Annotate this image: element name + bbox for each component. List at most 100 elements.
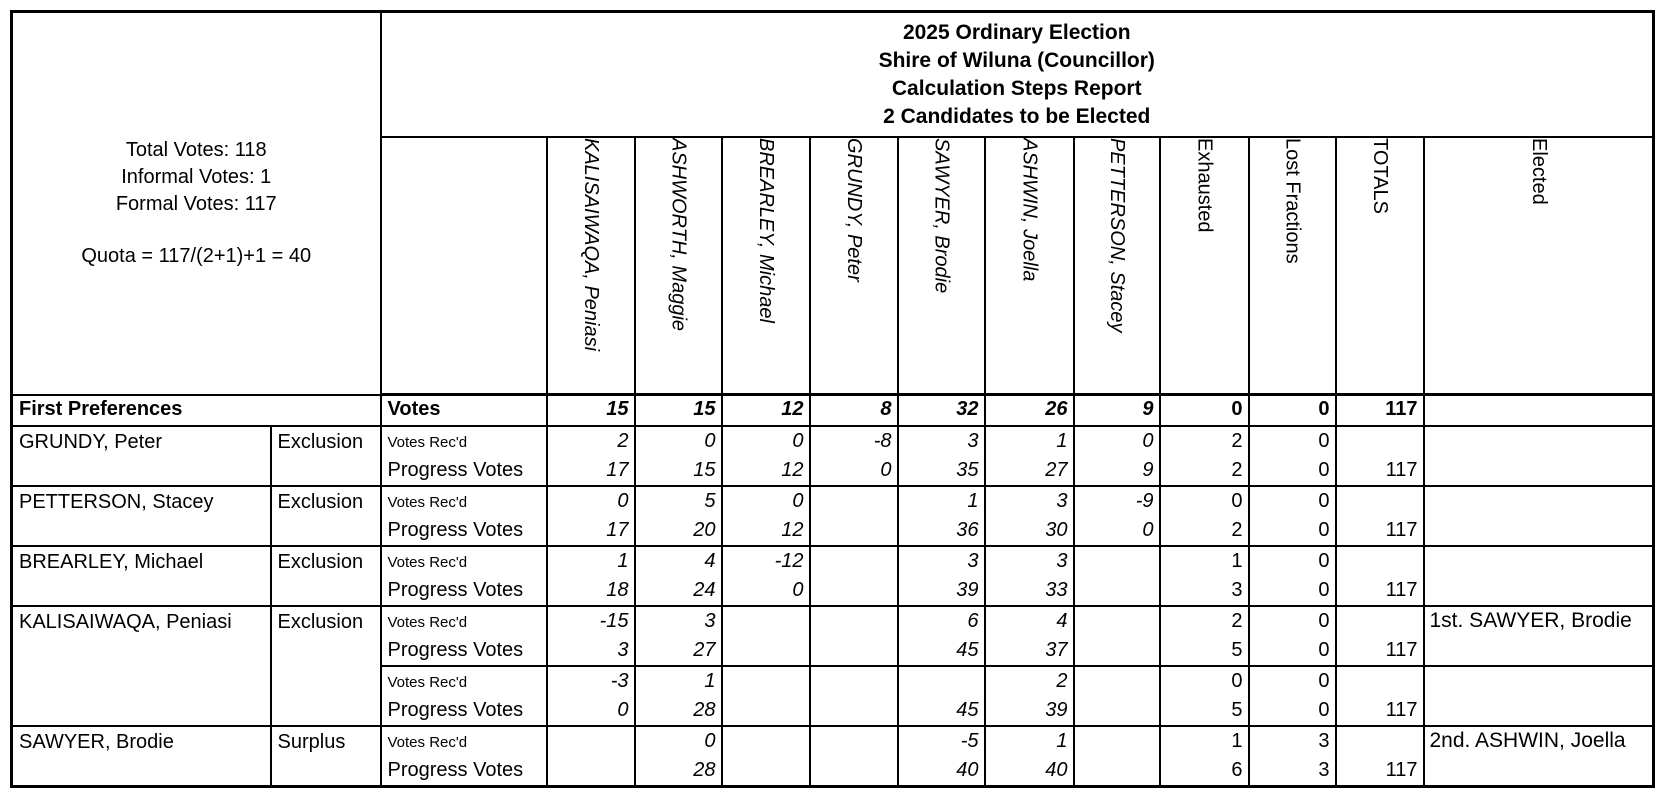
vote-cell xyxy=(808,545,899,607)
vote-cell: -12 0 xyxy=(720,545,811,607)
row-label-cell: Votes Rec'd Progress Votes xyxy=(379,665,548,727)
candidate-header-label: ASHWIN, Joella xyxy=(1018,137,1041,281)
step-row: SAWYER, Brodie Surplus Votes Rec'd Progr… xyxy=(10,725,1655,788)
title-line-report: Calculation Steps Report xyxy=(891,77,1142,100)
vote-cell: 2 17 xyxy=(545,425,636,487)
vote-cell: 1 40 xyxy=(983,725,1075,788)
first-preferences-row: First Preferences Votes 15 15 12 8 32 26… xyxy=(10,393,1655,427)
vote-cell xyxy=(1072,665,1161,727)
votes-label: Votes xyxy=(379,393,548,427)
vote-cell: 8 xyxy=(808,393,899,427)
vote-cell: 6 45 xyxy=(896,605,986,667)
votes-recd-label: Votes Rec'd xyxy=(387,734,468,751)
vote-cell xyxy=(545,725,636,788)
progress-votes-label: Progress Votes xyxy=(387,639,524,661)
vote-cell: 1 36 xyxy=(896,485,986,547)
vote-cell: 3 30 xyxy=(983,485,1075,547)
candidate-column-header: ASHWORTH, Maggie xyxy=(633,135,723,396)
progress-votes-label: Progress Votes xyxy=(387,519,524,541)
elected-column-header: Elected xyxy=(1422,135,1655,396)
elected-cell xyxy=(1422,425,1655,487)
vote-cell: 1 27 xyxy=(983,425,1075,487)
candidate-name-cell: GRUNDY, Peter xyxy=(10,425,272,487)
title-line-election: 2025 Ordinary Election xyxy=(902,21,1131,44)
progress-votes-label: Progress Votes xyxy=(387,579,524,601)
totals-cell: 117 xyxy=(1334,725,1425,788)
empty-header-cell xyxy=(379,135,548,396)
step-row: KALISAIWAQA, Peniasi Exclusion Votes Rec… xyxy=(10,605,1655,727)
report-title: 2025 Ordinary Election Shire of Wiluna (… xyxy=(379,10,1655,138)
quota-formula: Quota = 117/(2+1)+1 = 40 xyxy=(81,244,312,267)
elected-cell xyxy=(1422,665,1655,727)
vote-cell: 3 39 xyxy=(896,545,986,607)
totals-column-header: TOTALS xyxy=(1334,135,1425,396)
vote-cell: 15 xyxy=(633,393,723,427)
totals-cell: 117 xyxy=(1334,393,1425,427)
candidate-header-label: PETTERSON, Stacey xyxy=(1106,137,1128,333)
vote-cell xyxy=(808,725,899,788)
elected-first: 1st. SAWYER, Brodie xyxy=(1429,609,1632,632)
action-cell: Exclusion xyxy=(269,545,382,607)
elected-header-label: Elected xyxy=(1527,137,1550,205)
progress-votes-label: Progress Votes xyxy=(387,459,524,481)
calculation-steps-table: Total Votes: 118 Informal Votes: 1 Forma… xyxy=(10,10,1655,788)
step-row: GRUNDY, Peter Exclusion Votes Rec'd Prog… xyxy=(10,425,1655,487)
candidate-column-header: SAWYER, Brodie xyxy=(896,135,986,396)
vote-cell: 3 33 xyxy=(983,545,1075,607)
row-label-cell: Votes Rec'd Progress Votes xyxy=(379,425,548,487)
lost-fractions-cell: 0 xyxy=(1247,393,1337,427)
vote-cell: 0 17 xyxy=(545,485,636,547)
total-votes: Total Votes: 118 xyxy=(125,138,267,161)
vote-cell: 3 27 xyxy=(633,605,723,667)
vote-cell xyxy=(1072,725,1161,788)
candidate-name-cell: SAWYER, Brodie xyxy=(10,725,272,788)
summary-cell: Total Votes: 118 Informal Votes: 1 Forma… xyxy=(10,10,382,396)
totals-header-label: TOTALS xyxy=(1369,137,1391,214)
elected-cell: 2nd. ASHWIN, Joella xyxy=(1422,725,1655,788)
vote-cell: 3 35 xyxy=(896,425,986,487)
action-cell: Exclusion xyxy=(269,485,382,547)
votes-recd-label: Votes Rec'd xyxy=(387,674,468,691)
vote-cell: 5 20 xyxy=(633,485,723,547)
vote-cell: 32 xyxy=(896,393,986,427)
exhausted-cell: 0 xyxy=(1158,393,1250,427)
formal-votes: Formal Votes: 117 xyxy=(115,192,277,215)
action-cell: Surplus xyxy=(269,725,382,788)
candidate-header-label: BREARLEY, Michael xyxy=(755,137,777,323)
elected-cell: 1st. SAWYER, Brodie xyxy=(1422,605,1655,667)
candidate-name-cell: KALISAIWAQA, Peniasi xyxy=(10,605,272,727)
vote-cell: 15 xyxy=(545,393,636,427)
elected-cell xyxy=(1422,485,1655,547)
totals-cell: 117 xyxy=(1334,665,1425,727)
title-line-shire: Shire of Wiluna (Councillor) xyxy=(878,49,1155,72)
exhausted-column-header: Exhausted xyxy=(1158,135,1250,396)
lost-fractions-header-label: Lost Fractions xyxy=(1281,137,1304,264)
vote-cell: -15 3 xyxy=(545,605,636,667)
votes-recd-label: Votes Rec'd xyxy=(387,494,468,511)
candidate-column-header: GRUNDY, Peter xyxy=(808,135,899,396)
candidate-header-label: GRUNDY, Peter xyxy=(843,137,865,282)
votes-recd-label: Votes Rec'd xyxy=(387,614,468,631)
vote-cell: -8 0 xyxy=(808,425,899,487)
vote-cell: 4 24 xyxy=(633,545,723,607)
vote-cell xyxy=(1072,605,1161,667)
vote-cell: 0 12 xyxy=(720,485,811,547)
candidate-column-header: ASHWIN, Joella xyxy=(983,135,1075,396)
votes-recd-label: Votes Rec'd xyxy=(387,434,468,451)
totals-cell: 117 xyxy=(1334,425,1425,487)
lost-fractions-column-header: Lost Fractions xyxy=(1247,135,1337,396)
vote-cell: 1 18 xyxy=(545,545,636,607)
step-row: BREARLEY, Michael Exclusion Votes Rec'd … xyxy=(10,545,1655,607)
vote-cell xyxy=(720,725,811,788)
